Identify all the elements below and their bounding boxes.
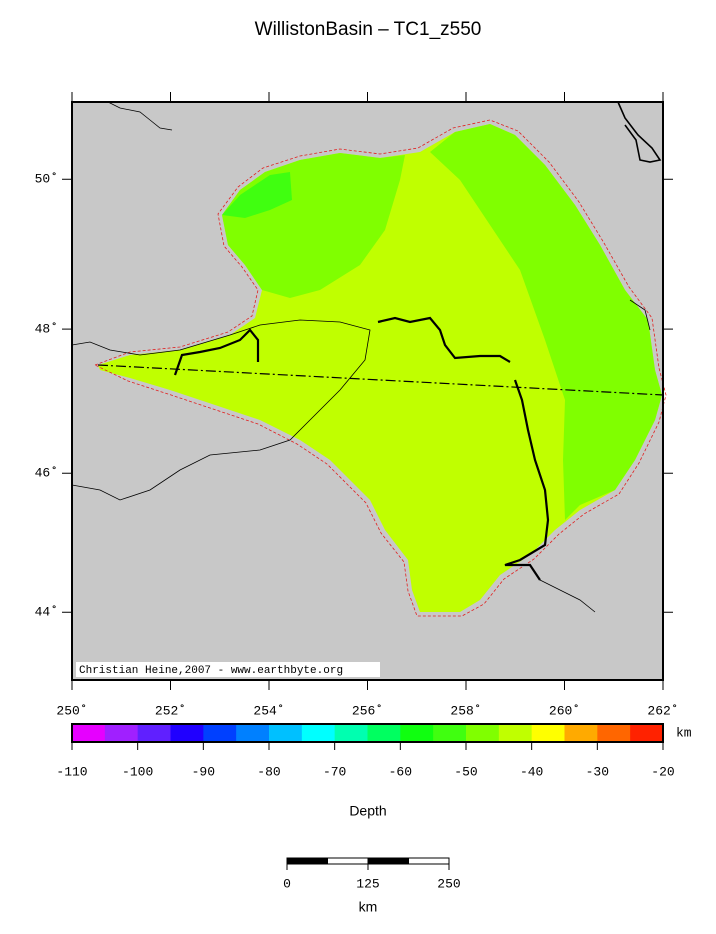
river [71, 319, 371, 501]
y-tick-label: 44˚ [35, 605, 58, 620]
colorbar-swatch [203, 724, 237, 742]
colorbar-tick-label: -30 [586, 764, 609, 779]
scale-segment [327, 857, 369, 865]
basin-outline [93, 119, 667, 617]
profile-line [97, 364, 664, 396]
river [539, 579, 596, 613]
colorbar-swatch [301, 724, 336, 742]
river [107, 101, 173, 131]
colorbar-tick-label: -80 [257, 764, 280, 779]
x-tick-label: 256˚ [352, 703, 383, 718]
scale-segment [408, 857, 450, 865]
colorbar-tick-label: -110 [56, 764, 87, 779]
colorbar-swatch [531, 724, 565, 742]
scale-tick-label: 250 [437, 876, 460, 891]
colorbar-tick-label: -40 [520, 764, 543, 779]
rivers [71, 101, 662, 613]
scale-segment [286, 857, 328, 865]
river [504, 379, 550, 581]
colorbar-swatch [170, 724, 204, 742]
colorbar-swatch [630, 724, 664, 742]
colorbar-tick-label: -70 [323, 764, 346, 779]
colorbar-swatch [498, 724, 533, 742]
colorbar-swatch [334, 724, 368, 742]
y-tick-label: 48˚ [35, 322, 58, 337]
title: WillistonBasin – TC1_z550 [255, 19, 482, 40]
x-tick-label: 250˚ [56, 703, 87, 718]
river [629, 299, 651, 331]
basin-deep-patch [222, 172, 292, 218]
river [173, 328, 260, 376]
colorbar-swatch [564, 724, 598, 742]
colorbar-swatch [367, 724, 401, 742]
x-tick-label: 258˚ [450, 703, 481, 718]
colorbar-swatch [400, 724, 434, 742]
coastline [617, 101, 662, 163]
x-tick-label: 252˚ [155, 703, 186, 718]
colorbar-tick-label: -50 [454, 764, 477, 779]
basin-east-green [430, 124, 662, 520]
colorbar-swatch [269, 724, 303, 742]
colorbar-swatch [433, 724, 467, 742]
colorbar-label: Depth [349, 803, 386, 819]
colorbar-swatch [104, 724, 139, 742]
colorbar-swatch [137, 724, 171, 742]
map-area: Christian Heine,2007 - www.earthbyte.org [71, 101, 667, 681]
scale-tick-label: 125 [356, 876, 379, 891]
x-tick-label: 254˚ [253, 703, 284, 718]
x-tick-label: 262˚ [647, 703, 678, 718]
colorbar-tick-label: -90 [192, 764, 215, 779]
colorbar-unit: km [676, 725, 692, 740]
colorbar-swatch [236, 724, 270, 742]
scale-tick-label: 0 [283, 876, 291, 891]
colorbar-swatch [466, 724, 500, 742]
scale-segment [367, 857, 409, 865]
colorbar-swatch [597, 724, 631, 742]
colorbar-swatch [72, 724, 106, 742]
credit: Christian Heine,2007 - www.earthbyte.org [79, 665, 343, 677]
colorbar-tick-label: -60 [389, 764, 412, 779]
colorbar-tick-label: -20 [651, 764, 674, 779]
scale-unit: km [359, 899, 378, 915]
credit-background [76, 662, 380, 677]
colorbar-frame [71, 723, 664, 743]
colorbar-tick-label: -100 [122, 764, 153, 779]
x-tick-label: 260˚ [549, 703, 580, 718]
y-tick-label: 50˚ [35, 172, 58, 187]
y-tick-label: 46˚ [35, 466, 58, 481]
river [377, 316, 511, 363]
